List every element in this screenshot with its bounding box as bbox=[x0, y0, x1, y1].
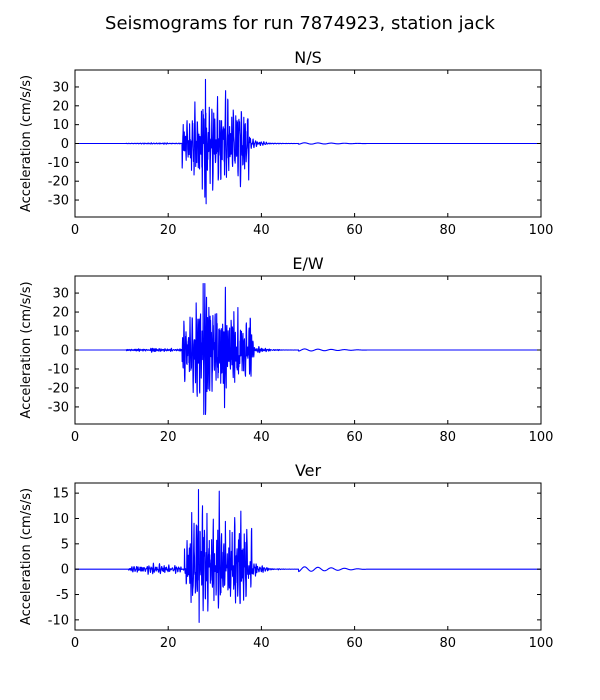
panel-ver: 0 20 40 60 80 100 -10 -5 0 5 10 15 Ver Acceleration (… bbox=[19, 461, 553, 651]
y-tick-label: 10 bbox=[52, 118, 69, 133]
x-tick-label: 20 bbox=[160, 223, 177, 238]
y-tick-label: 0 bbox=[61, 137, 69, 152]
y-tick-label: -30 bbox=[48, 400, 69, 415]
y-tick-label: -30 bbox=[48, 194, 69, 209]
y-tick-label: -10 bbox=[48, 613, 69, 628]
x-tick-label: 40 bbox=[253, 223, 270, 238]
x-tick-label: 80 bbox=[440, 223, 457, 238]
panel-title: E/W bbox=[292, 254, 324, 273]
x-tick-label: 100 bbox=[529, 636, 554, 651]
x-tick-label: 20 bbox=[160, 636, 177, 651]
y-tick-label: 5 bbox=[61, 537, 69, 552]
y-axis-label: Acceleration (cm/s/s) bbox=[19, 75, 34, 212]
y-axis-label: Acceleration (cm/s/s) bbox=[19, 281, 34, 418]
x-tick-label: 80 bbox=[440, 636, 457, 651]
x-tick-label: 40 bbox=[253, 430, 270, 445]
y-tick-label: 15 bbox=[52, 487, 69, 502]
trace-line-ns bbox=[75, 78, 541, 205]
y-tick-label: -20 bbox=[48, 381, 69, 396]
y-tick-label: -5 bbox=[56, 588, 69, 603]
panel-ew: 0 20 40 60 80 100 -30 -20 -10 0 10 20 30 E/W Accelerat… bbox=[19, 254, 553, 445]
y-tick-label: 20 bbox=[52, 306, 69, 321]
x-tick-label: 60 bbox=[346, 636, 363, 651]
x-tick-label: 0 bbox=[71, 636, 79, 651]
panel-title: N/S bbox=[294, 48, 322, 67]
panel-ns: 0 20 40 60 80 100 -30 -20 -10 0 10 20 30 N/S Accelerat… bbox=[19, 48, 553, 238]
y-tick-label: 10 bbox=[52, 325, 69, 340]
x-tick-label: 60 bbox=[346, 223, 363, 238]
x-tick-label: 60 bbox=[346, 430, 363, 445]
panel-title: Ver bbox=[295, 461, 322, 480]
y-tick-label: 0 bbox=[61, 563, 69, 578]
y-tick-label: 10 bbox=[52, 512, 69, 527]
x-tick-label: 0 bbox=[71, 223, 79, 238]
x-tick-label: 0 bbox=[71, 430, 79, 445]
trace-line-ver bbox=[75, 489, 541, 623]
x-tick-label: 40 bbox=[253, 636, 270, 651]
y-tick-label: -20 bbox=[48, 175, 69, 190]
x-tick-label: 100 bbox=[529, 430, 554, 445]
panels: 0 20 40 60 80 100-30-20-100102030N/SAccelerat… bbox=[19, 48, 553, 651]
axes-frame bbox=[74, 482, 542, 631]
x-tick-label: 80 bbox=[440, 430, 457, 445]
y-tick-label: 20 bbox=[52, 99, 69, 114]
trace-line-ew bbox=[75, 283, 541, 416]
y-tick-label: 30 bbox=[52, 287, 69, 302]
y-tick-label: -10 bbox=[48, 362, 69, 377]
x-tick-label: 100 bbox=[529, 223, 554, 238]
figure-title: Seismograms for run 7874923, station jac… bbox=[105, 13, 496, 34]
y-tick-label: 0 bbox=[61, 344, 69, 359]
y-tick-label: -10 bbox=[48, 156, 69, 171]
y-axis-label: Acceleration (cm/s/s) bbox=[19, 488, 34, 625]
y-tick-label: 30 bbox=[52, 80, 69, 95]
x-tick-label: 20 bbox=[160, 430, 177, 445]
